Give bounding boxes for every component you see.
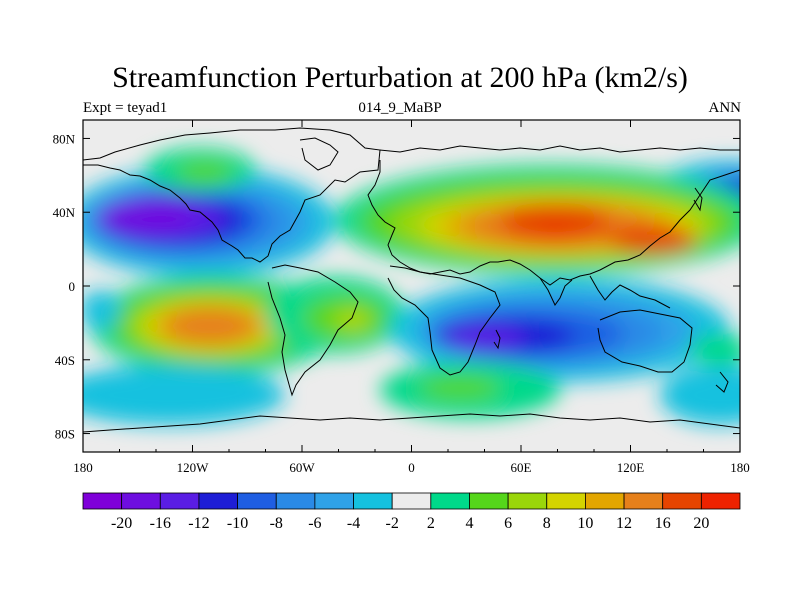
streamfunction-field <box>83 148 740 425</box>
colorbar-swatch <box>237 492 277 510</box>
colorbar-swatch <box>507 492 548 510</box>
colorbar-label: 2 <box>427 515 435 532</box>
y-tick-label: 80S <box>55 427 75 442</box>
colorbar-swatch <box>430 492 470 510</box>
colorbar-label: 16 <box>655 515 671 532</box>
madagascar-coast <box>493 329 501 350</box>
colorbar-label: -6 <box>308 515 321 532</box>
colorbar-label: 4 <box>465 515 473 532</box>
colorbar-label: -12 <box>188 515 209 532</box>
colorbar-swatch <box>391 492 432 510</box>
colorbar-swatch <box>121 492 161 510</box>
south-indian-low <box>390 278 730 382</box>
north-atlantic-high <box>145 148 255 192</box>
colorbar-label: -8 <box>270 515 283 532</box>
eurasia-coast <box>367 145 740 286</box>
colorbar-label: 10 <box>577 515 593 532</box>
colorbar-label: -2 <box>386 515 399 532</box>
colorbar-label: -16 <box>150 515 171 532</box>
colorbar-swatch <box>469 492 509 510</box>
colorbar-swatch <box>314 492 354 510</box>
x-tick-label: 0 <box>408 460 415 475</box>
antarctica-coast <box>83 413 740 433</box>
eurasian-high <box>335 165 740 275</box>
colorbar-swatch <box>353 492 393 510</box>
greenland-coast <box>299 137 339 171</box>
experiment-label: Expt = teyad1 <box>83 100 168 116</box>
x-tick-label: 180 <box>73 460 93 475</box>
period-label: ANN <box>708 100 742 116</box>
plot-title: Streamfunction Perturbation at 200 hPa (… <box>112 61 688 94</box>
colorbar-label: -10 <box>227 515 248 532</box>
x-tick-label: 180 <box>730 460 750 475</box>
axis-ticks: 180 120W 60W 0 60E 120E 180 80N 40N 0 40S 80S <box>53 120 750 475</box>
colorbar: -20 -16 -12 -10 -8 -6 -4 -2 2 4 6 8 10 12 16 20 <box>82 492 741 532</box>
north-america-coast <box>83 127 381 263</box>
colorbar-label: 6 <box>504 515 512 532</box>
southern-pacific-low <box>83 290 740 425</box>
north-pacific-low <box>83 167 335 277</box>
colorbar-swatch <box>546 492 586 510</box>
southeast-asia-coast <box>589 275 671 309</box>
colorbar-swatch <box>623 492 664 510</box>
x-tick-label: 60E <box>511 460 532 475</box>
colorbar-label: 12 <box>616 515 632 532</box>
coastlines <box>83 127 740 433</box>
south-america-coast <box>267 264 359 397</box>
south-atlantic-high <box>265 277 405 353</box>
colorbar-label: 20 <box>693 515 709 532</box>
y-tick-label: 80N <box>53 131 76 146</box>
colorbar-swatch <box>585 492 625 510</box>
new-zealand-coast <box>715 371 729 393</box>
y-tick-label: 40N <box>53 205 76 220</box>
colorbar-swatch <box>82 492 123 510</box>
x-tick-label: 120W <box>177 460 210 475</box>
india-coast <box>539 277 573 306</box>
x-tick-label: 120E <box>617 460 645 475</box>
case-label: 014_9_MaBP <box>358 100 442 116</box>
colorbar-label: 8 <box>543 515 551 532</box>
y-tick-label: 0 <box>69 279 76 294</box>
colorbar-swatch <box>700 492 741 510</box>
australia-coast <box>597 309 693 373</box>
japan-coast <box>693 187 703 212</box>
colorbar-swatch <box>159 492 200 510</box>
map-plot-area <box>82 119 741 453</box>
southern-ocean-high <box>380 362 560 418</box>
colorbar-swatch <box>662 492 702 510</box>
colorbar-label: -20 <box>111 515 132 532</box>
africa-coast <box>387 265 501 376</box>
colorbar-label: -4 <box>347 515 360 532</box>
x-tick-label: 60W <box>289 460 315 475</box>
y-tick-label: 40S <box>55 353 75 368</box>
colorbar-swatch <box>198 492 238 510</box>
colorbar-swatch <box>275 492 316 510</box>
